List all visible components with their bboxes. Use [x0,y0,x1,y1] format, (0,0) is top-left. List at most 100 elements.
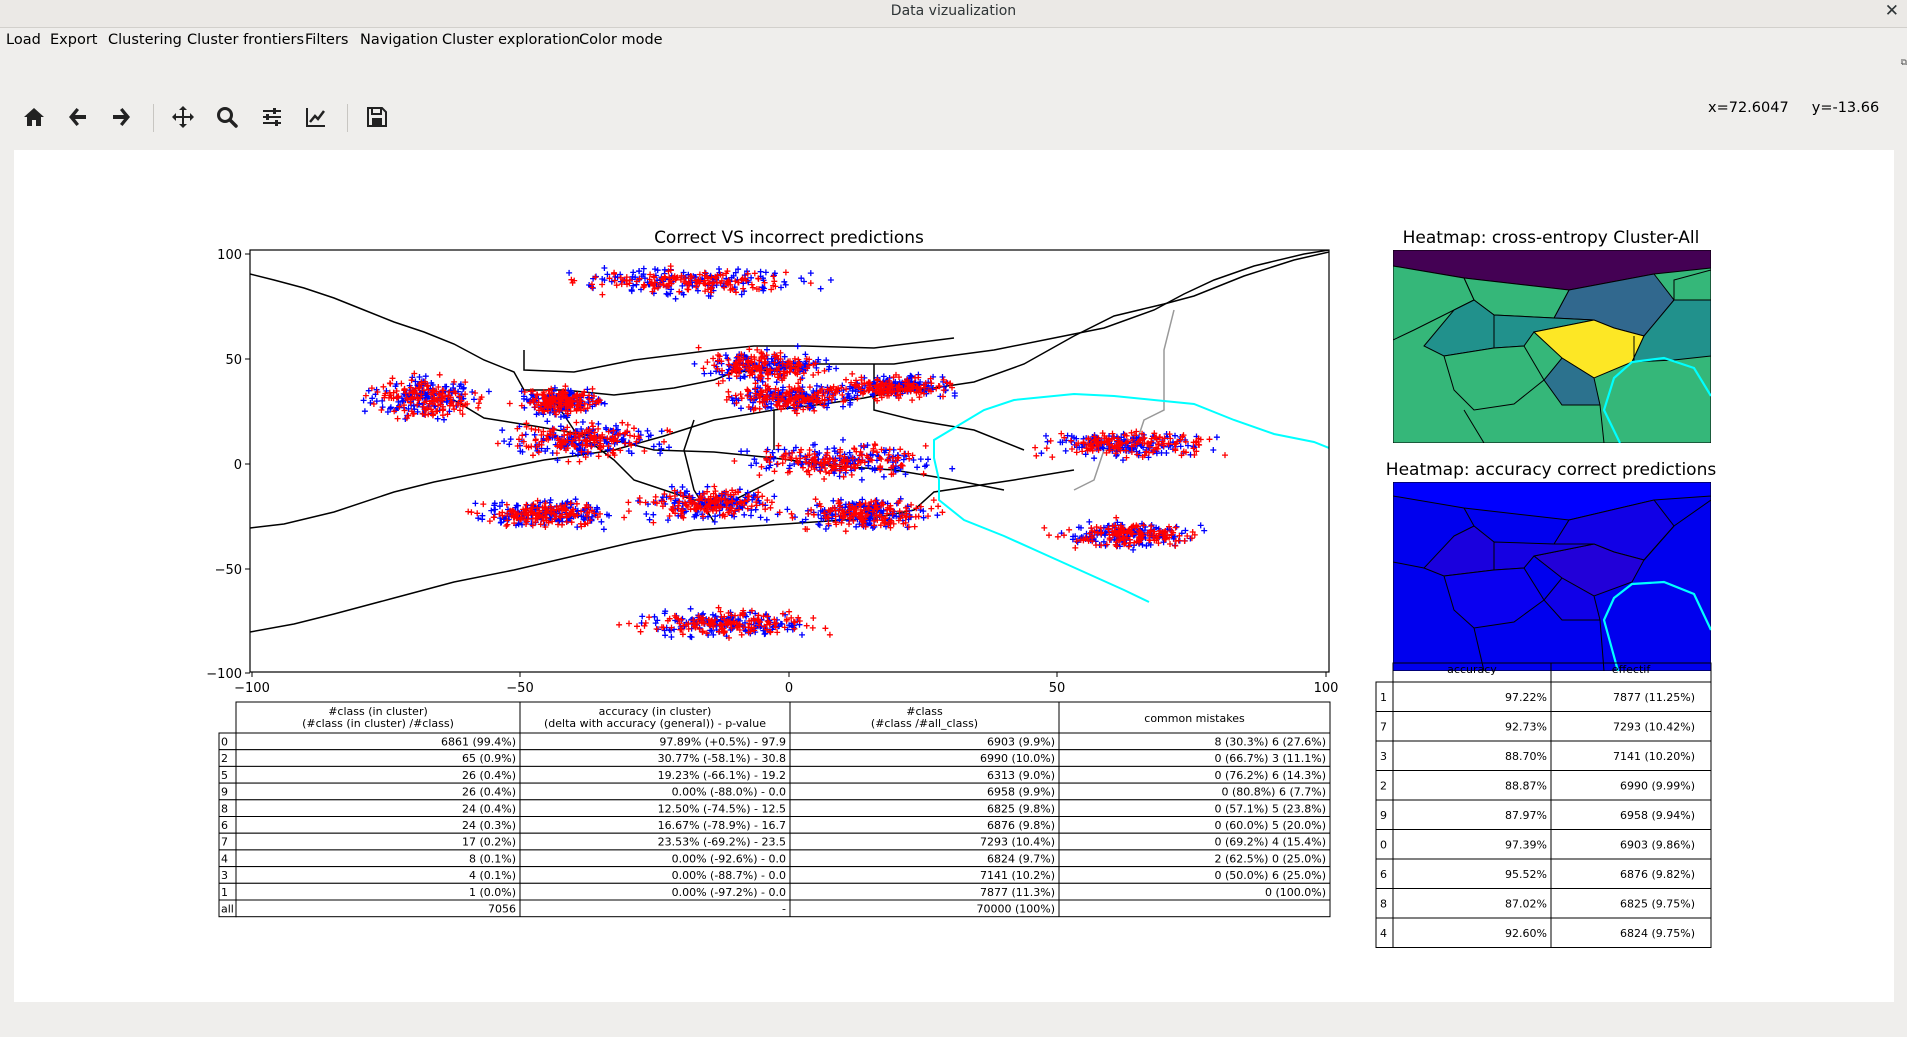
heatmap-accuracy: Heatmap: accuracy correct predictions [1386,460,1717,671]
zoom-magnifier-icon[interactable] [210,100,244,134]
table-cell: 87.97% [1505,809,1547,822]
scatter-cluster-markers [506,383,603,417]
edit-axis-icon[interactable] [299,100,333,134]
menu-filters[interactable]: Filters [305,32,349,48]
table-header-cell: #class (in cluster) [328,705,428,718]
close-icon[interactable]: ✕ [1884,1,1899,21]
table-row-label: 8 [1380,898,1387,911]
table-cell: 0 (50.0%) 6 (25.0%) [1214,869,1326,882]
table-row-label: 7 [1380,721,1387,734]
table-row-label: 2 [1380,780,1387,793]
table-cell: 7056 [488,903,516,916]
heatmap-cross-entropy: Heatmap: cross-entropy Cluster-All [1393,228,1711,443]
table-row-label: 0 [221,736,228,749]
table-header-cell: effectif [1612,663,1652,676]
table-cell: 7293 (10.42%) [1613,721,1695,734]
table-cell: 8 (0.1%) [469,852,516,865]
heatmap-cell [1543,577,1601,621]
scatter-cluster-markers [568,263,814,298]
scatter-chart: Correct VS incorrect predictions −100 −5… [206,228,1338,696]
table-cell: 7877 (11.3%) [980,886,1055,899]
scatter-points [360,263,1228,641]
table-row-label: 2 [221,752,228,765]
menu-cluster-exploration[interactable]: Cluster exploration [442,32,581,48]
forward-arrow-icon[interactable] [104,100,138,134]
scatter-cluster-markers [731,441,929,482]
x-tick-label: −100 [234,681,270,696]
cluster-stats-table: #class (in cluster)(#class (in cluster) … [218,701,1331,918]
table-cell: 8 (30.3%) 6 (27.6%) [1214,736,1326,749]
heatmap-title: Heatmap: accuracy correct predictions [1386,460,1717,480]
table-row-label: all [221,903,234,916]
figure-canvas[interactable]: Correct VS incorrect predictions −100 −5… [14,150,1894,1002]
table-cell: 6876 (9.82%) [1620,868,1695,881]
table-cell: 0 (80.8%) 6 (7.7%) [1221,786,1326,799]
table-row-label: 8 [221,802,228,815]
menu-navigation[interactable]: Navigation [360,32,439,48]
table-cell: 97.22% [1505,691,1547,704]
table-cell: 0 (100.0%) [1265,886,1326,899]
table-row [1392,829,1712,860]
home-icon[interactable] [17,100,51,134]
table-row-label: 6 [1380,868,1387,881]
menu-color-mode[interactable]: Color mode [579,32,663,48]
window-title: Data vizualization [890,3,1017,19]
table-header-cell: common mistakes [1144,712,1245,725]
table-cell: 0.00% (-92.6%) - 0.0 [672,852,786,865]
x-axis: −100 −50 0 50 100 [234,672,1338,696]
x-tick-label: 0 [785,681,793,696]
table-cell: 6824 (9.75%) [1620,927,1695,940]
table-cell: 0 (57.1%) 5 (23.8%) [1214,802,1326,815]
table-row-label: 9 [221,786,228,799]
menu-clustering[interactable]: Clustering [108,32,182,48]
frontier-lines [250,250,1329,633]
x-tick-label: 50 [1049,681,1066,696]
scatter-cluster-markers [494,411,673,465]
table-cell: 24 (0.4%) [462,802,516,815]
table-cell: 88.87% [1505,780,1547,793]
table-cell: 97.89% (+0.5%) - 97.9 [659,736,786,749]
table-cell: 0 (69.2%) 4 (15.4%) [1214,836,1326,849]
menu-export[interactable]: Export [50,32,98,48]
table-header-row [235,701,1331,734]
table-cell: - [782,903,786,916]
table-cell: 7877 (11.25%) [1613,691,1695,704]
pan-move-icon[interactable] [166,100,200,134]
menu-load[interactable]: Load [6,32,41,48]
table-cell: 6903 (9.9%) [987,736,1055,749]
heatmap-cell [1443,345,1545,411]
table-cell: 0 (60.0%) 5 (20.0%) [1214,819,1326,832]
y-axis: 100 50 0 −50 −100 [206,248,250,682]
title-bar: Data vizualization ✕ [0,0,1907,28]
table-row [1392,799,1712,830]
table-header-cell: (delta with accuracy (general)) - p-valu… [544,717,766,730]
table-row-label: 4 [221,852,228,865]
menu-cluster-frontiers[interactable]: Cluster frontiers [187,32,305,48]
scatter-cluster-markers [616,604,833,641]
table-cell: 6990 (10.0%) [980,752,1055,765]
table-row-label: 5 [221,769,228,782]
table-row [1392,858,1712,889]
table-row-label: 0 [1380,839,1387,852]
back-arrow-icon[interactable] [61,100,95,134]
table-row-label: 1 [221,886,228,899]
undock-icon[interactable]: ⧉ [1900,58,1907,68]
table-cell: 0.00% (-88.0%) - 0.0 [672,786,786,799]
table-row-label: 6 [221,819,228,832]
scatter-cluster-markers [465,497,632,530]
table-row-label: 4 [1380,927,1387,940]
save-figure-icon[interactable] [360,100,394,134]
table-cell: 92.60% [1505,927,1547,940]
table-row-label: 7 [221,836,228,849]
table-cell: 7141 (10.20%) [1613,750,1695,763]
table-cell: 4 (0.1%) [469,869,516,882]
navigation-toolbar [0,98,420,138]
toolbar-separator [347,104,348,132]
table-cell: 0 (76.2%) 6 (14.3%) [1214,769,1326,782]
table-cell: 30.77% (-58.1%) - 30.8 [658,752,786,765]
table-row [1392,711,1712,742]
y-tick-label: −100 [206,667,242,682]
table-cell: 12.50% (-74.5%) - 12.5 [658,802,786,815]
table-cell: 26 (0.4%) [462,786,516,799]
configure-subplots-icon[interactable] [255,100,289,134]
